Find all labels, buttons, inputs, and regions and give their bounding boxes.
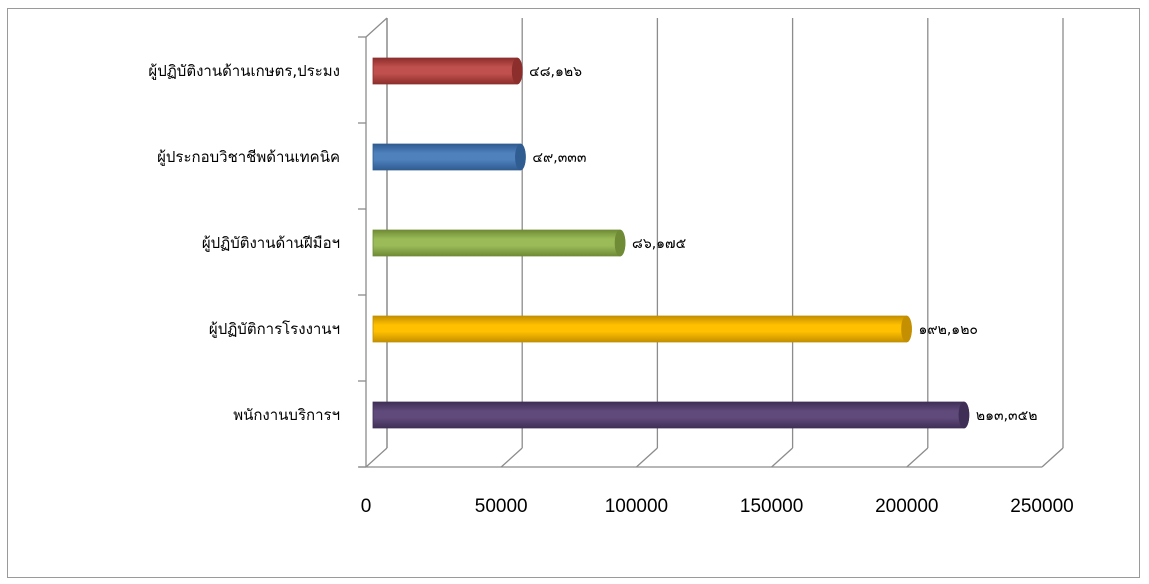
category-labels: ผู้ปฏิบัติงานด้านเกษตร,ประมงผู้ประกอบวิช… <box>148 62 340 424</box>
floor-gridline <box>771 447 794 468</box>
x-tick-label: 200000 <box>875 496 938 517</box>
bar-end-cap <box>511 57 523 85</box>
data-label: ๘๖,๑๗๕ <box>632 236 686 252</box>
floor-gridline <box>365 447 388 468</box>
bar <box>372 143 526 171</box>
bar <box>372 315 912 343</box>
floor-gridline <box>500 447 523 468</box>
bar <box>372 229 626 257</box>
floor-gridline <box>635 447 658 468</box>
bars <box>372 57 970 429</box>
category-label: ผู้ปฏิบัติงานด้านฝีมือฯ <box>202 234 340 252</box>
category-label: พนักงานบริการฯ <box>233 406 340 424</box>
x-tick-label: 0 <box>361 496 372 517</box>
data-label: ๒๑๓,๓๕๒ <box>976 408 1038 424</box>
bar <box>372 401 970 429</box>
data-label: ๔๘,๑๒๖ <box>529 64 582 80</box>
data-label: ๔๙,๓๓๓ <box>532 150 586 166</box>
x-tick-label: 250000 <box>1010 496 1073 517</box>
x-tick-labels: 0 50000 100000 150000 200000 250000 <box>361 496 1074 517</box>
x-tick-label: 150000 <box>740 496 803 517</box>
bar-end-cap <box>901 315 912 343</box>
chart-area <box>7 8 1140 578</box>
bar-end-cap <box>515 143 526 171</box>
x-tick-label: 50000 <box>475 496 528 517</box>
floor-gridline <box>1041 447 1064 468</box>
category-label: ผู้ปฏิบัติการโรงงานฯ <box>209 320 340 338</box>
wall-edge-line <box>365 17 388 38</box>
category-label: ผู้ปฏิบัติงานด้านเกษตร,ประมง <box>148 62 340 80</box>
data-label: ๑๙๒,๑๒๐ <box>918 322 977 338</box>
bar-end-cap <box>958 401 970 429</box>
floor-gridline <box>906 447 929 468</box>
bar <box>372 57 523 85</box>
bar-end-cap <box>614 229 626 257</box>
x-tick-label: 100000 <box>605 496 668 517</box>
category-label: ผู้ประกอบวิชาชีพด้านเทคนิค <box>157 148 340 166</box>
